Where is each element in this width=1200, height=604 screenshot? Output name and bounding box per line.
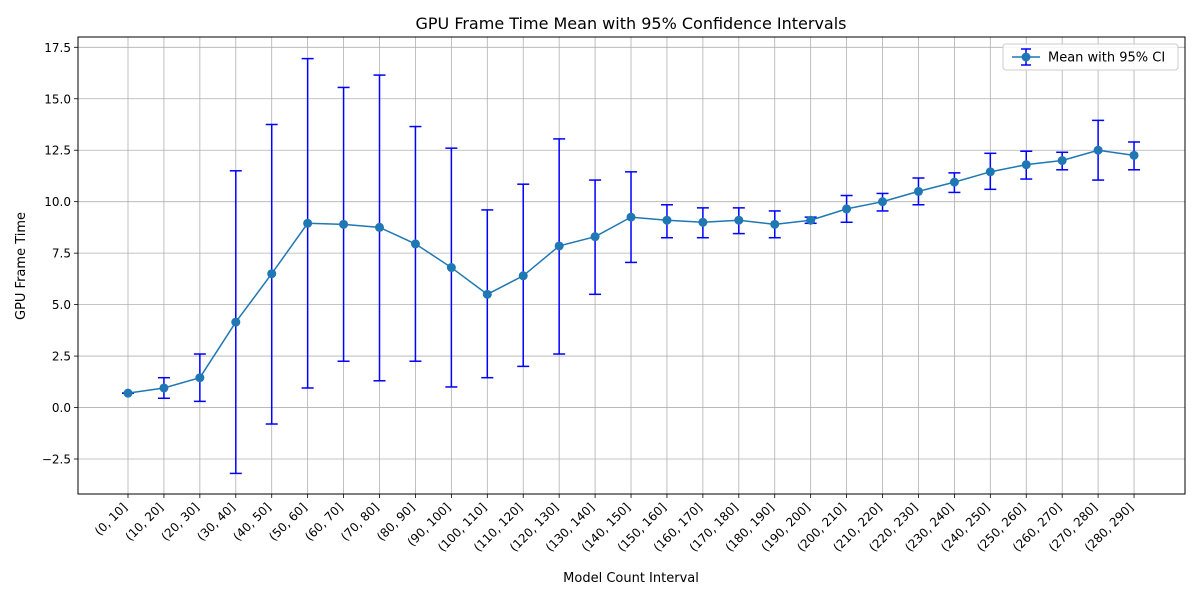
x-tick-label: (30, 40] (194, 500, 238, 544)
data-point (985, 167, 995, 177)
legend-marker (1021, 52, 1031, 62)
data-point (698, 217, 708, 227)
grid (78, 37, 1185, 494)
data-point (913, 186, 923, 196)
y-tick-label: −2.5 (42, 453, 71, 467)
data-point (1057, 156, 1067, 166)
data-point (159, 383, 169, 393)
y-tick-label: 17.5 (44, 41, 71, 55)
x-axis-ticks: (0, 10](10, 20](20, 30](30, 40](40, 50](… (92, 494, 1136, 555)
y-axis-label: GPU Frame Time (14, 212, 29, 320)
data-point (446, 263, 456, 273)
y-tick-label: 2.5 (52, 350, 71, 364)
data-point (949, 177, 959, 187)
data-point (662, 215, 672, 225)
data-point (518, 271, 528, 281)
x-tick-label: (20, 30] (158, 500, 202, 544)
series-points (123, 145, 1139, 398)
x-axis-label: Model Count Interval (563, 571, 699, 586)
data-point (554, 241, 564, 251)
y-tick-label: 10.0 (44, 195, 71, 209)
data-point (734, 215, 744, 225)
data-point (123, 388, 133, 398)
legend-entry-label: Mean with 95% CI (1048, 51, 1165, 66)
y-tick-label: 15.0 (44, 92, 71, 106)
data-point (1093, 145, 1103, 155)
data-point (806, 215, 816, 225)
y-tick-label: 5.0 (52, 298, 71, 312)
plot-frame (77, 36, 1186, 495)
data-point (231, 317, 241, 327)
y-tick-label: 7.5 (52, 247, 71, 261)
data-point (267, 269, 277, 279)
data-point (878, 197, 888, 207)
data-point (410, 239, 420, 249)
x-tick-label: (50, 60] (266, 500, 310, 544)
data-point (375, 222, 385, 232)
data-point (339, 219, 349, 229)
data-point (482, 289, 492, 299)
data-point (770, 219, 780, 229)
x-tick-label: (40, 50] (230, 500, 274, 544)
y-tick-label: 0.0 (52, 401, 71, 415)
data-point (195, 373, 205, 383)
data-point (590, 232, 600, 242)
data-point (1021, 160, 1031, 170)
legend: Mean with 95% CI (1002, 43, 1179, 71)
x-tick-label: (70, 80] (338, 500, 382, 544)
data-point (626, 212, 636, 222)
data-point (1129, 150, 1139, 160)
data-point (303, 218, 313, 228)
y-tick-label: 12.5 (44, 144, 71, 158)
chart-title: GPU Frame Time Mean with 95% Confidence … (415, 14, 846, 33)
x-tick-label: (60, 70] (302, 500, 346, 544)
x-tick-label: (10, 20] (123, 500, 167, 544)
data-point (842, 204, 852, 214)
y-axis-ticks: −2.5 0.0 2.5 5.0 7.5 10.0 12.5 15.0 17.5 (42, 41, 78, 467)
legend-box (1002, 43, 1179, 71)
